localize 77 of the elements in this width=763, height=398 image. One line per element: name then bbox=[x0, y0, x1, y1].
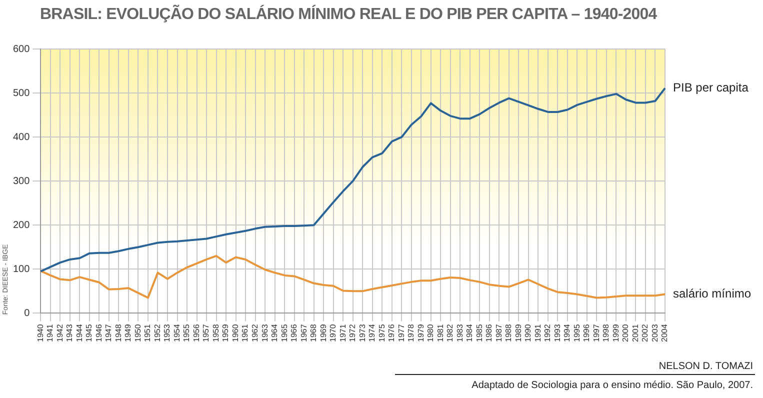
x-tick-label: 1986 bbox=[484, 324, 494, 342]
x-tick-label: 1990 bbox=[524, 324, 533, 342]
x-tick-label: 1951 bbox=[143, 324, 152, 342]
x-tick-label: 1959 bbox=[221, 324, 230, 342]
x-tick-label: 1970 bbox=[328, 324, 338, 342]
x-tick-label: 1977 bbox=[396, 324, 406, 342]
x-tick-label: 1997 bbox=[592, 324, 601, 342]
x-tick-label: 1955 bbox=[182, 324, 192, 342]
y-tick-label: 200 bbox=[12, 220, 30, 231]
x-tick-label: 1969 bbox=[318, 324, 328, 342]
x-tick-label: 1960 bbox=[230, 324, 240, 342]
x-tick-label: 1950 bbox=[133, 324, 142, 342]
x-tick-label: 1944 bbox=[74, 324, 84, 342]
x-tick-label: 1993 bbox=[552, 324, 562, 342]
x-tick-label: 1971 bbox=[338, 324, 348, 342]
x-tick-label: 1957 bbox=[202, 324, 211, 342]
x-tick-label: 1980 bbox=[426, 324, 436, 342]
x-tick-label: 1988 bbox=[504, 324, 514, 342]
x-tick-label: 2003 bbox=[650, 324, 660, 342]
x-tick-label: 1994 bbox=[562, 324, 572, 342]
x-tick-label: 1999 bbox=[611, 324, 620, 342]
chart-title: BRASIL: EVOLUÇÃO DO SALÁRIO MÍNIMO REAL E DO PIB PER CAPITA – 1940-2004 bbox=[40, 6, 657, 24]
x-tick-label: 1998 bbox=[602, 324, 611, 342]
x-tick-label: 1966 bbox=[290, 324, 299, 342]
x-tick-label: 1941 bbox=[46, 324, 55, 342]
series-label: salário mínimo bbox=[673, 286, 752, 301]
y-tick-label: 600 bbox=[12, 44, 30, 55]
x-tick-label: 1995 bbox=[572, 324, 582, 342]
x-tick-label: 1943 bbox=[65, 324, 74, 342]
x-tick-label: 2002 bbox=[640, 324, 650, 342]
x-tick-label: 1974 bbox=[368, 324, 377, 342]
x-tick-label: 2001 bbox=[630, 324, 640, 342]
x-tick-label: 2004 bbox=[660, 324, 670, 342]
x-tick-label: 1948 bbox=[114, 324, 123, 342]
x-tick-label: 1973 bbox=[358, 324, 367, 342]
y-tick-label: 500 bbox=[12, 88, 30, 99]
x-tick-label: 1972 bbox=[348, 324, 358, 342]
x-tick-label: 1978 bbox=[406, 324, 416, 342]
x-tick-label: 1984 bbox=[465, 324, 474, 342]
x-tick-label: 1962 bbox=[250, 324, 260, 342]
y-tick-label: 0 bbox=[24, 308, 30, 319]
x-tick-label: 1975 bbox=[377, 324, 386, 342]
x-tick-label: 1992 bbox=[543, 324, 552, 342]
x-tick-label: 1991 bbox=[533, 324, 542, 342]
x-tick-label: 1967 bbox=[299, 324, 308, 342]
x-tick-label: 1965 bbox=[280, 324, 289, 342]
x-tick-label: 1982 bbox=[446, 324, 455, 342]
series-label: PIB per capita bbox=[673, 80, 749, 95]
x-tick-label: 1942 bbox=[55, 324, 64, 342]
x-tick-label: 1979 bbox=[416, 324, 426, 342]
x-tick-label: 1987 bbox=[494, 324, 504, 342]
x-tick-label: 1976 bbox=[387, 324, 396, 342]
x-tick-label: 1946 bbox=[94, 324, 104, 342]
y-tick-label: 400 bbox=[12, 132, 30, 143]
x-tick-label: 2000 bbox=[621, 324, 630, 342]
x-tick-label: 1964 bbox=[270, 324, 280, 342]
text: NELSON D. TOMAZI bbox=[658, 361, 753, 372]
text: Adaptado de Sociologia para o ensino médio. São Paulo, 2007. bbox=[472, 380, 753, 391]
x-tick-label: 1963 bbox=[260, 324, 270, 342]
x-tick-label: 1947 bbox=[104, 324, 114, 342]
x-tick-label: 1985 bbox=[474, 324, 484, 342]
x-tick-label: 1989 bbox=[514, 324, 523, 342]
x-tick-label: 1958 bbox=[211, 324, 220, 342]
x-tick-label: 1983 bbox=[455, 324, 464, 342]
x-tick-label: 1956 bbox=[192, 324, 201, 342]
x-tick-label: 1940 bbox=[36, 324, 45, 342]
x-tick-label: 1952 bbox=[152, 324, 162, 342]
x-tick-label: 1953 bbox=[162, 324, 172, 342]
x-tick-label: 1949 bbox=[124, 324, 133, 342]
x-tick-label: 1945 bbox=[84, 324, 94, 342]
x-tick-label: 1981 bbox=[436, 324, 445, 342]
x-tick-label: 1996 bbox=[582, 324, 592, 342]
x-tick-label: 1968 bbox=[309, 324, 318, 342]
x-tick-label: 1954 bbox=[172, 324, 182, 342]
x-tick-label: 1961 bbox=[240, 324, 250, 342]
y-tick-label: 300 bbox=[12, 176, 30, 187]
y-tick-label: 100 bbox=[12, 264, 30, 275]
